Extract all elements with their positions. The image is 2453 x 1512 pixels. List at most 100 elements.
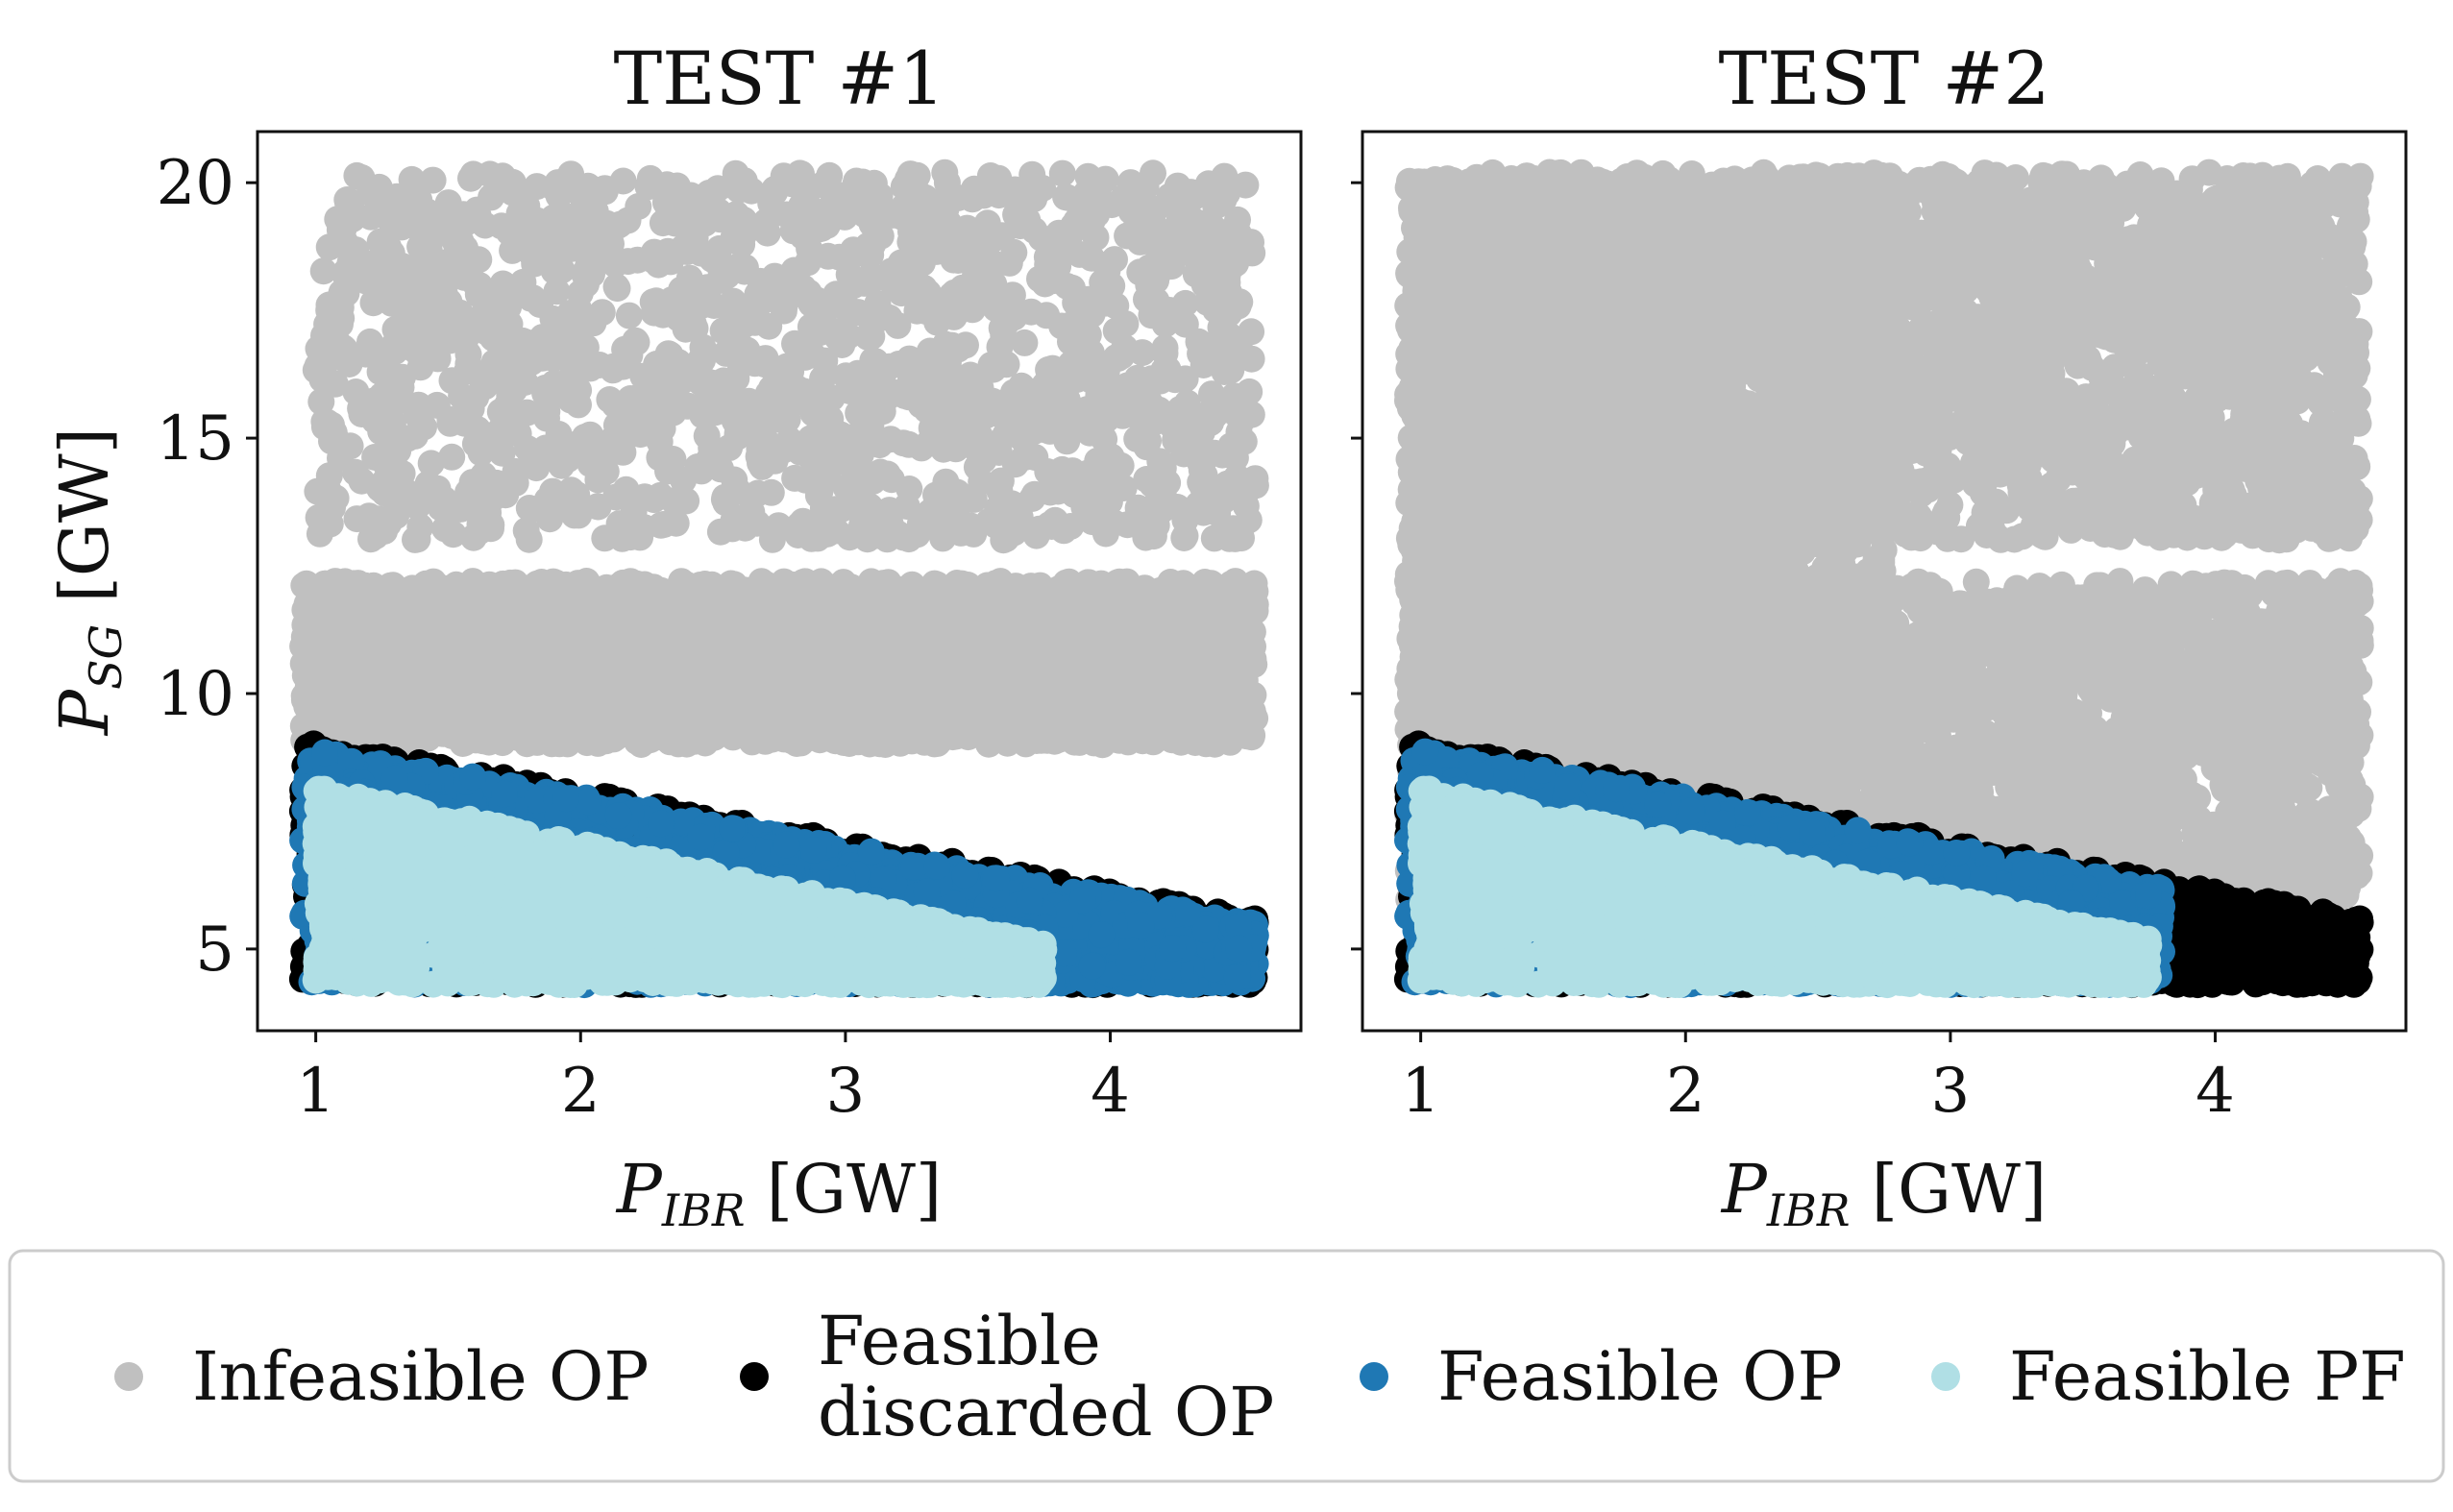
point bbox=[483, 616, 511, 644]
point bbox=[577, 607, 605, 634]
point bbox=[1222, 401, 1250, 427]
point bbox=[908, 434, 936, 462]
point bbox=[944, 581, 971, 609]
point bbox=[1200, 524, 1228, 552]
point bbox=[838, 435, 866, 463]
point bbox=[706, 206, 734, 233]
point bbox=[365, 173, 393, 201]
point bbox=[454, 341, 482, 368]
point bbox=[949, 670, 977, 697]
point bbox=[1118, 191, 1146, 219]
point bbox=[945, 427, 972, 454]
point bbox=[733, 606, 761, 634]
point bbox=[1023, 687, 1051, 715]
point bbox=[574, 424, 601, 451]
point bbox=[1107, 451, 1135, 479]
point bbox=[586, 707, 614, 735]
point bbox=[575, 172, 602, 200]
point bbox=[528, 324, 556, 352]
point bbox=[940, 303, 968, 330]
point bbox=[388, 277, 416, 305]
point bbox=[1192, 209, 1220, 237]
point bbox=[898, 571, 926, 598]
point bbox=[1123, 426, 1151, 452]
point bbox=[388, 253, 416, 280]
point bbox=[472, 287, 500, 315]
point bbox=[820, 179, 847, 207]
point bbox=[614, 207, 642, 234]
point bbox=[1035, 355, 1063, 383]
point bbox=[620, 498, 648, 525]
point bbox=[309, 257, 337, 285]
point bbox=[903, 161, 931, 189]
point bbox=[1063, 333, 1091, 361]
point bbox=[1102, 292, 1130, 320]
point bbox=[383, 613, 411, 641]
point bbox=[671, 638, 699, 666]
point bbox=[515, 525, 543, 553]
point bbox=[1043, 611, 1071, 639]
point bbox=[770, 297, 797, 325]
point bbox=[360, 387, 388, 415]
point bbox=[1070, 494, 1098, 521]
point bbox=[662, 350, 690, 378]
point bbox=[1238, 318, 1265, 346]
point bbox=[721, 718, 748, 745]
point bbox=[423, 391, 451, 419]
point bbox=[1222, 250, 1250, 278]
point bbox=[1220, 635, 1248, 663]
point bbox=[895, 264, 923, 292]
point bbox=[431, 515, 459, 543]
point bbox=[587, 242, 614, 270]
point bbox=[998, 619, 1025, 646]
point bbox=[800, 433, 828, 461]
point bbox=[758, 375, 785, 402]
point bbox=[641, 581, 669, 609]
point bbox=[956, 361, 984, 389]
point bbox=[1142, 655, 1170, 683]
point bbox=[672, 315, 699, 343]
point bbox=[687, 346, 715, 374]
point bbox=[717, 570, 745, 597]
point bbox=[417, 450, 445, 477]
point bbox=[342, 458, 369, 486]
point bbox=[987, 467, 1015, 495]
point bbox=[387, 374, 415, 402]
point bbox=[489, 362, 517, 390]
point bbox=[588, 299, 616, 327]
point bbox=[901, 604, 929, 632]
point bbox=[392, 315, 420, 343]
point bbox=[475, 694, 503, 721]
point bbox=[576, 451, 604, 478]
point bbox=[711, 483, 739, 511]
point bbox=[825, 291, 853, 319]
point bbox=[1008, 183, 1036, 211]
point bbox=[809, 365, 837, 393]
point bbox=[298, 702, 326, 730]
point bbox=[1189, 418, 1215, 446]
point bbox=[752, 207, 780, 235]
point bbox=[337, 193, 365, 221]
point bbox=[718, 300, 746, 328]
point bbox=[616, 627, 644, 654]
point bbox=[461, 313, 489, 341]
point bbox=[535, 600, 563, 627]
point bbox=[790, 274, 817, 302]
point bbox=[1078, 244, 1106, 272]
point bbox=[1021, 657, 1049, 685]
point bbox=[462, 383, 490, 411]
point bbox=[615, 302, 643, 329]
point bbox=[407, 341, 435, 369]
point bbox=[763, 405, 791, 433]
point bbox=[681, 712, 708, 740]
point bbox=[565, 571, 593, 597]
point bbox=[1223, 463, 1251, 491]
point bbox=[730, 221, 757, 249]
point bbox=[476, 160, 503, 188]
point bbox=[993, 525, 1019, 552]
point bbox=[892, 712, 920, 740]
point bbox=[414, 208, 442, 236]
point bbox=[730, 167, 758, 195]
point bbox=[490, 656, 518, 684]
point bbox=[659, 487, 687, 515]
